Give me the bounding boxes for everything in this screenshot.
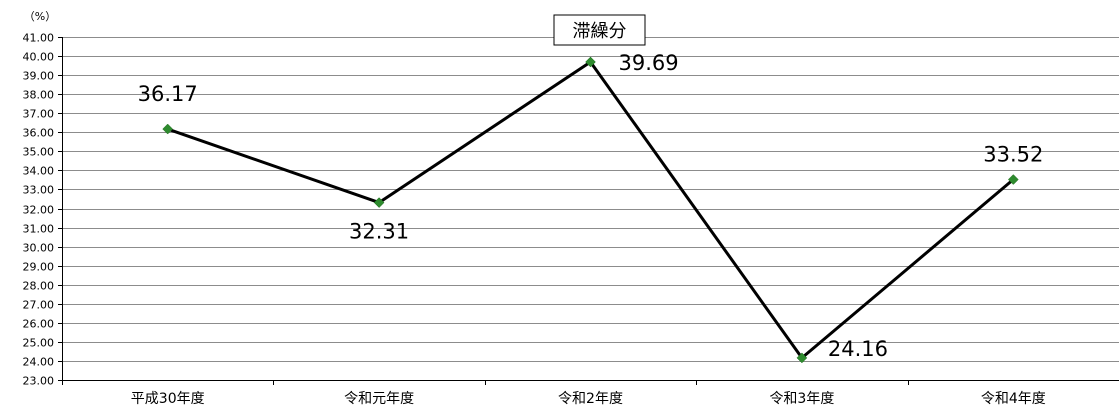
y-tick-label: 38.00 [23,89,55,102]
grid-layer [62,38,1119,362]
y-tick-label: 39.00 [23,70,55,83]
y-tick-label: 35.00 [23,146,55,159]
y-tick-label: 33.00 [23,184,55,197]
y-tick-label: 25.00 [23,337,55,350]
data-label: 33.52 [983,143,1043,167]
y-tick-label: 37.00 [23,108,55,121]
label-layer: 36.17 32.31 39.69 24.16 33.52 [138,51,1044,361]
y-tick-label: 31.00 [23,223,55,236]
y-tick-label: 40.00 [23,51,55,64]
y-tick-label: 30.00 [23,242,55,255]
x-tick-label: 令和2年度 [558,391,623,407]
chart-title: 滞繰分 [573,21,627,42]
y-tick-label: 34.00 [23,165,55,178]
y-tick-label: 24.00 [23,356,55,369]
x-tick-label: 令和4年度 [981,391,1046,407]
y-tick-label: 27.00 [23,299,55,312]
data-label: 39.69 [619,51,679,75]
x-tick-label: 令和3年度 [769,391,834,407]
y-tick-label: 26.00 [23,318,55,331]
x-tick-label: 平成30年度 [131,391,205,407]
y-tick-label: 23.00 [23,375,55,388]
chart-title-box: 滞繰分 [554,15,645,45]
y-tick-label: 41.00 [23,32,55,45]
y-tick-label: 36.00 [23,127,55,140]
y-axis-unit-label: （%） [24,10,56,23]
y-tick-label: 29.00 [23,261,55,274]
x-tick-label: 令和元年度 [344,391,414,407]
y-tick-label: 28.00 [23,280,55,293]
data-label: 32.31 [349,220,409,244]
data-label: 24.16 [828,337,888,361]
y-tick-label: 32.00 [23,204,55,217]
data-label: 36.17 [138,82,198,106]
